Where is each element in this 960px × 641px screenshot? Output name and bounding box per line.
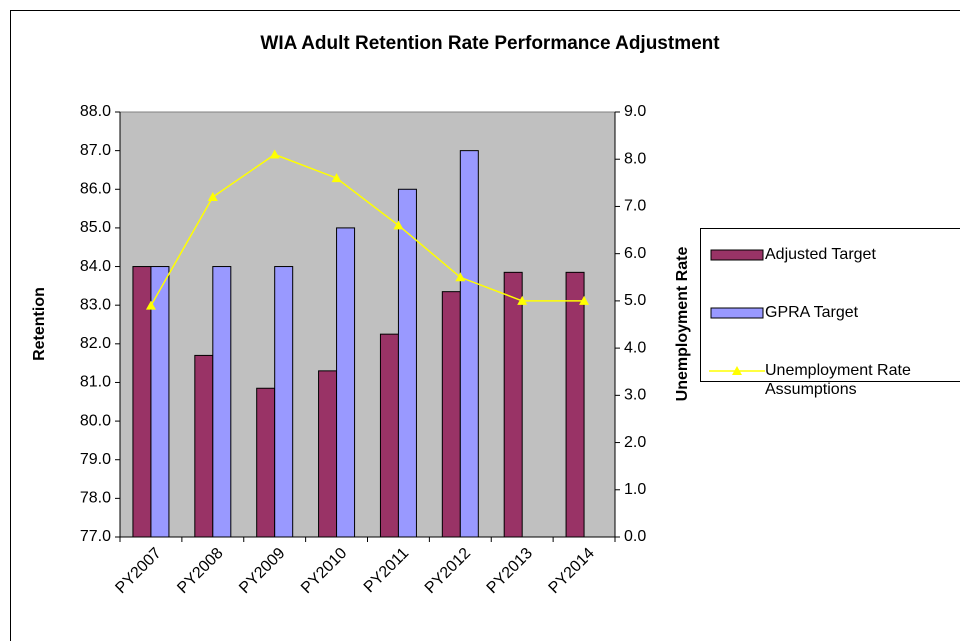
y-tick-label: 85.0 <box>80 219 111 236</box>
legend-label: Adjusted Target <box>765 246 876 263</box>
y-tick-label: 84.0 <box>80 258 111 275</box>
line-marker <box>269 149 280 159</box>
line-marker <box>393 220 404 230</box>
legend-key <box>710 249 764 261</box>
legend-label: GPRA Target <box>765 304 859 321</box>
line <box>150 153 585 306</box>
legend-item: GPRA Target <box>709 303 940 323</box>
y2-tick-label: 1.0 <box>624 481 646 498</box>
line-marker <box>517 295 528 305</box>
bar <box>336 227 356 538</box>
legend-key <box>710 307 764 319</box>
line-marker <box>207 192 218 201</box>
y-tick-label: 87.0 <box>80 142 111 159</box>
bar <box>397 188 417 538</box>
y-tick-label: 86.0 <box>80 180 111 197</box>
y2-tick-label: 7.0 <box>624 198 646 215</box>
y2-tick-label: 8.0 <box>624 150 646 167</box>
bar <box>256 387 276 538</box>
bar <box>379 333 399 538</box>
y-tick-label: 81.0 <box>80 374 111 391</box>
y-tick-label: 83.0 <box>80 296 111 313</box>
y2-tick-label: 9.0 <box>624 103 646 120</box>
legend-marker <box>732 366 742 375</box>
line-marker <box>579 295 590 305</box>
bar <box>459 150 479 538</box>
y-axis-label: Retention <box>31 287 48 361</box>
y-tick-label: 82.0 <box>80 335 111 352</box>
bar <box>565 271 585 538</box>
legend-swatch <box>710 307 764 319</box>
y2-tick-label: 0.0 <box>624 528 646 545</box>
legend-item: Adjusted Target <box>709 245 940 265</box>
legend-label: Unemployment Rate Assumptions <box>765 362 911 398</box>
y2-tick-label: 5.0 <box>624 292 646 309</box>
y-tick-label: 78.0 <box>80 490 111 507</box>
line-marker <box>331 173 342 183</box>
legend-key <box>709 366 765 375</box>
bar <box>194 354 214 538</box>
line-marker <box>145 300 156 310</box>
y-tick-label: 88.0 <box>80 103 111 120</box>
y2-axis-label: Unemployment Rate <box>674 247 691 402</box>
bar <box>318 370 338 538</box>
y2-tick-label: 2.0 <box>624 434 646 451</box>
bar <box>441 291 461 538</box>
legend-item: Unemployment Rate Assumptions <box>709 361 940 399</box>
bar <box>503 271 523 538</box>
y2-tick-label: 4.0 <box>624 339 646 356</box>
legend: Adjusted Target GPRA Target Unemployment R… <box>700 228 960 398</box>
plot-area <box>119 111 616 538</box>
y-tick-label: 77.0 <box>80 528 111 545</box>
chart-title: WIA Adult Retention Rate Performance Adj… <box>260 33 720 54</box>
y-tick-label: 79.0 <box>80 451 111 468</box>
legend-swatch <box>710 249 764 261</box>
y-tick-label: 80.0 <box>80 412 111 429</box>
line-marker <box>455 272 466 282</box>
bar <box>212 266 232 538</box>
y2-tick-label: 6.0 <box>624 245 646 262</box>
y2-tick-label: 3.0 <box>624 387 646 404</box>
bar <box>274 266 294 538</box>
